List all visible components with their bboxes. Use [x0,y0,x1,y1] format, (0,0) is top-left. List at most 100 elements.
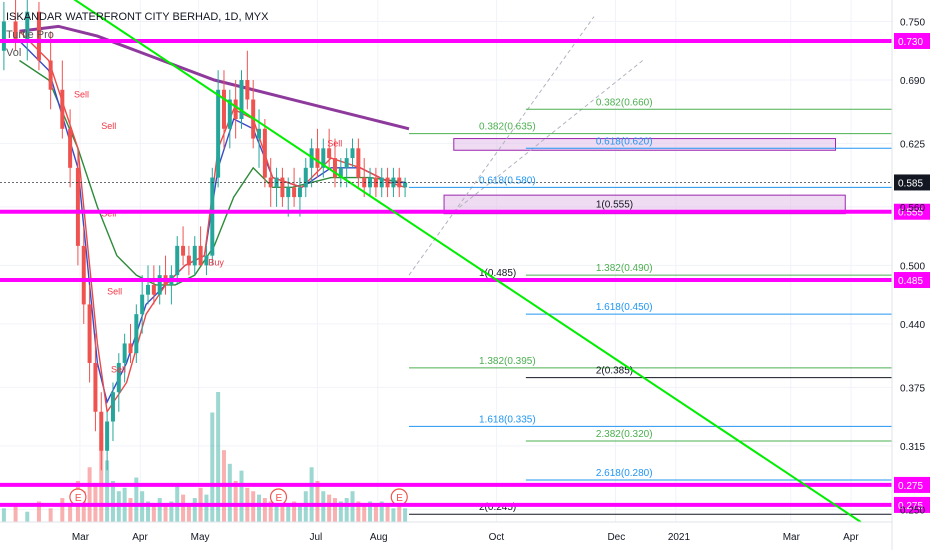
signal-label: Sell [101,121,116,131]
volume-bar [204,494,209,522]
volume-bar [192,498,197,522]
level-price-tag [894,32,930,49]
volume-bar [356,501,361,522]
candle-body [227,99,232,129]
fib-level-label: 1.382(0.490) [596,263,653,274]
candle-body [356,148,361,178]
candle-body [239,80,244,120]
volume-bar [210,412,215,522]
level-price-tag-text: 0.555 [898,208,923,219]
candle-body [122,343,127,363]
time-tick-label: Mar [783,532,801,543]
volume-bar [36,501,41,522]
candle-body [186,255,191,266]
time-tick-label: Oct [489,532,505,543]
level-layer[interactable]: 0.730 0.555 0.485 0.275 0.275 [0,32,930,513]
candle-body [385,177,390,188]
trendline-layer[interactable] [49,0,862,523]
level-price-tag-text: 0.485 [898,276,923,287]
candle-body [110,392,115,422]
volume-bar [292,501,297,522]
volume-bar [68,504,73,522]
price-tick-label: 0.250 [900,505,925,516]
signal-label: Buy [208,257,224,267]
candle-body [128,343,133,354]
price-tick-label: 0.560 [900,203,925,214]
volume-bar [268,501,273,522]
candle-body [157,275,162,295]
fib-level-label: 0.618(0.580) [479,175,536,186]
descending-trendline [73,0,862,523]
volume-bar [403,508,408,522]
volume-bar [379,501,384,522]
volume-bar [239,470,244,522]
volume-bar [181,494,186,522]
volume-bar [186,504,191,522]
level-price-tag [894,476,930,493]
candle-body [48,60,53,90]
candle-body [262,128,267,178]
last-price-tag [894,174,930,191]
indicator-label[interactable]: Turtle Pro [6,29,54,41]
volume-bar [60,498,65,522]
chart-title: ISKANDAR WATERFRONT CITY BERHAD, 1D, MYX [6,11,269,23]
volume-bar [280,501,285,522]
candle-body [257,128,262,139]
price-tick-label: 0.625 [900,139,925,150]
time-tick-label: Apr [132,532,148,543]
earnings-marker-label: E [276,493,283,504]
volume-bar [110,480,115,522]
volume-bar [233,480,238,522]
fib-level-label: 2(0.245) [479,502,516,513]
candle-body [81,245,86,305]
fib-level-label: 2.382(0.320) [596,429,653,440]
volume-label[interactable]: Vol [6,47,22,59]
time-tick-label: Jul [309,532,322,543]
candle-body [403,182,408,188]
grid-layer [0,0,892,522]
time-tick-label: May [191,532,210,543]
earnings-marker-label: E [75,493,82,504]
price-tick-label: 0.750 [900,17,925,28]
volume-bar [216,392,221,522]
candle-body [146,284,151,295]
candle-body [268,177,273,188]
volume-bar [151,504,156,522]
volume-bar [385,504,390,522]
candle-body [134,314,139,354]
volume-bar [163,504,168,522]
fib-level-label: 0.382(0.660) [596,97,653,108]
fib-level-label: 1(0.555) [596,200,633,211]
projection-line [408,16,595,276]
time-tick-label: Aug [370,532,388,543]
candle-body [368,177,373,188]
volume-bar [338,501,343,522]
candle-body [315,148,320,168]
signal-label: Sell [111,365,126,375]
candle-body [233,99,238,120]
volume-bar [309,467,314,522]
candle-body [344,158,349,168]
candle-body [216,89,221,178]
time-tick-label: Dec [607,532,625,543]
candle-body [87,304,92,363]
volume-bar [262,498,267,522]
volume-bar [391,508,396,522]
fib-level-label: 1(0.485) [479,268,516,279]
candle-body [280,177,285,198]
signal-label: Sell [74,90,89,100]
candle-body [75,167,80,246]
candle-body [286,187,291,198]
fib-level-label: 1.618(0.450) [596,302,653,313]
price-tick-label: 0.500 [900,261,925,272]
candle-body [292,187,297,198]
volume-bar [13,504,18,522]
volume-bar [368,501,373,522]
candle-body [350,148,355,159]
candle-body [116,362,121,393]
level-price-tag [894,203,930,220]
level-price-tag [894,496,930,513]
